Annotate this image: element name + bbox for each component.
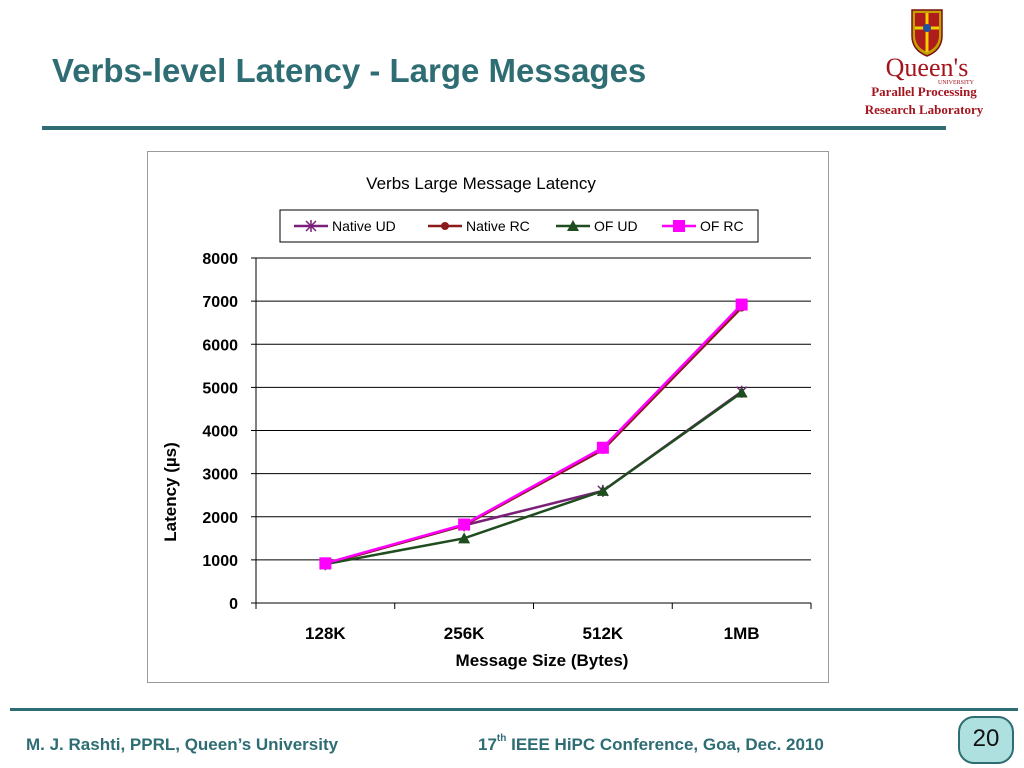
footer-author: M. J. Rashti, PPRL, Queen’s University (26, 735, 339, 754)
legend-marker (567, 220, 579, 231)
x-axis-ticks: 128K 256K 512K 1MB (255, 603, 812, 643)
x-tick-label: 128K (305, 624, 346, 643)
y-tick-label: 2000 (202, 510, 238, 527)
title-divider (42, 126, 946, 130)
chart-series (319, 298, 748, 571)
y-tick-label: 0 (229, 596, 238, 613)
logo-line-2: Research Laboratory (864, 102, 984, 117)
logo-subname: UNIVERSITY (938, 80, 975, 86)
y-axis-ticks: 0 1000 2000 3000 4000 5000 6000 7000 8000 (202, 251, 256, 613)
y-tick-label: 5000 (202, 380, 238, 397)
series-of-rc (319, 298, 748, 570)
y-tick-label: 6000 (202, 337, 238, 354)
legend-entry: Native RC (428, 218, 530, 234)
series-native-ud (319, 385, 748, 571)
chart-title: Verbs Large Message Latency (366, 174, 596, 193)
legend-label: OF RC (700, 218, 744, 234)
data-point (596, 484, 609, 496)
legend-marker (441, 222, 449, 230)
queens-logo: Queen's UNIVERSITY (886, 9, 975, 86)
series-line (325, 390, 743, 566)
crest-icon (911, 9, 943, 57)
footer-divider (10, 708, 1018, 711)
footer-conf-name: IEEE HiPC Conference, Goa, Dec. 2010 (506, 735, 824, 754)
series-line (325, 391, 743, 566)
data-point (596, 441, 609, 454)
data-point (458, 532, 471, 544)
x-tick-label: 512K (583, 624, 624, 643)
y-tick-label: 8000 (202, 251, 238, 268)
x-tick-label: 1MB (724, 624, 760, 643)
footer-conf-ordinal: th (496, 733, 507, 744)
series-of-ud (319, 386, 748, 570)
legend-entry: OF UD (556, 218, 638, 234)
x-tick-label: 256K (444, 624, 485, 643)
chart-frame: Verbs Large Message Latency Native UD Nat… (147, 151, 829, 683)
footer-conf-number: 17 (478, 735, 497, 754)
legend-entry: Native UD (294, 218, 396, 234)
legend-label: Native RC (466, 218, 530, 234)
legend-marker (305, 220, 317, 232)
y-axis-label: Latency (µs) (161, 442, 180, 542)
page-number-badge: 20 (958, 716, 1014, 764)
legend-marker (673, 220, 685, 232)
data-point (735, 298, 748, 311)
y-tick-label: 4000 (202, 424, 238, 441)
chart-legend: Native UD Native RC OF UD OF RC (279, 209, 759, 243)
x-axis-label: Message Size (Bytes) (456, 651, 629, 670)
legend-label: OF UD (594, 218, 638, 234)
data-point (458, 518, 471, 531)
y-tick-label: 3000 (202, 467, 238, 484)
slide-title: Verbs-level Latency - Large Messages (52, 52, 647, 89)
data-point (319, 557, 332, 570)
series-line (325, 303, 743, 565)
logo-name: Queen's (886, 53, 969, 82)
data-point (735, 386, 748, 398)
logo-line-1: Parallel Processing (871, 84, 977, 99)
y-tick-label: 7000 (202, 294, 238, 311)
legend-label: Native UD (332, 218, 396, 234)
y-tick-label: 1000 (202, 553, 238, 570)
legend-entry: OF RC (662, 218, 744, 234)
footer-conference: 17th IEEE HiPC Conference, Goa, Dec. 201… (478, 733, 824, 755)
latency-chart: Verbs Large Message Latency Native UD Nat… (161, 174, 812, 670)
